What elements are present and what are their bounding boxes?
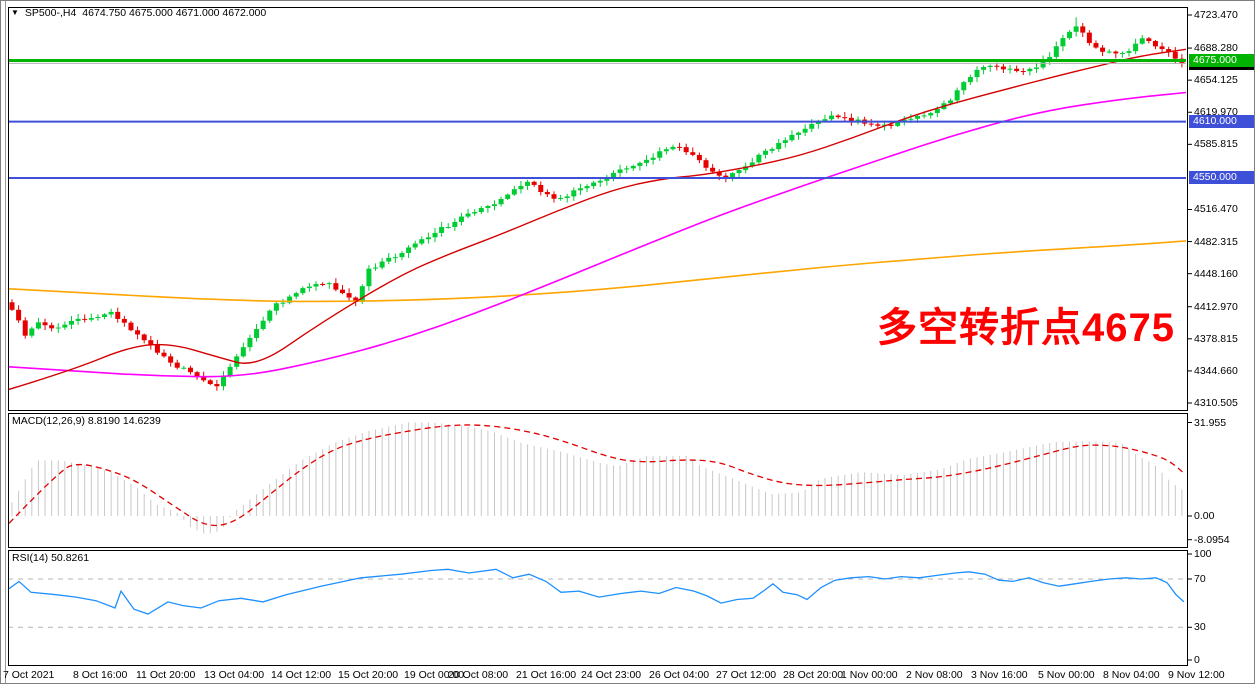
price-level-badge: 4675.000 [1189, 54, 1254, 68]
ohlc-values: 4674.750 4675.000 4671.000 4672.000 [82, 7, 267, 19]
time-axis-label: 14 Oct 12:00 [271, 669, 332, 681]
rsi-tick-label: 70 [1194, 573, 1206, 585]
price-tick-label: 4344.660 [1194, 364, 1238, 377]
time-axis-label: 3 Nov 16:00 [971, 669, 1028, 681]
annotation-text: 多空转折点4675 [877, 306, 1175, 350]
time-axis-label: 2 Nov 08:00 [906, 669, 963, 681]
rsi-tick-label: 0 [1194, 654, 1200, 666]
time-axis-label: 11 Oct 20:00 [136, 669, 196, 681]
time-axis-label: 28 Oct 20:00 [783, 669, 844, 681]
price-tick-label: 4654.125 [1194, 74, 1238, 87]
price-tick-label: 4723.470 [1194, 9, 1238, 21]
time-axis-label: 8 Nov 04:00 [1103, 669, 1160, 681]
macd-tick-label: 0.00 [1194, 510, 1215, 522]
price-tick-label: 4585.815 [1194, 138, 1238, 151]
price-tick-label: 4378.815 [1194, 332, 1238, 345]
time-axis-label: 21 Oct 16:00 [516, 669, 577, 681]
time-axis-label: 26 Oct 04:00 [649, 669, 710, 681]
time-axis-label: 13 Oct 04:00 [204, 669, 265, 681]
macd-tick-label: 31.955 [1194, 416, 1227, 429]
price-level-badge: 4610.000 [1189, 115, 1254, 129]
macd-indicator-label: MACD(12,26,9) 8.8190 14.6239 [12, 415, 161, 427]
price-tick-label: 4310.505 [1194, 397, 1238, 409]
rsi-tick-label: 100 [1194, 548, 1212, 560]
time-axis-label: 20 Oct 08:00 [448, 669, 509, 681]
time-axis-label: 19 Oct 00:00 [404, 669, 465, 681]
time-axis-label: 15 Oct 20:00 [338, 669, 399, 681]
rsi-indicator-label: RSI(14) 50.8261 [12, 552, 90, 564]
price-tick-label: 4482.315 [1194, 235, 1238, 248]
time-axis-label: 8 Oct 16:00 [73, 669, 128, 681]
price-tick-label: 4688.280 [1194, 42, 1238, 55]
time-axis-label: 1 Nov 00:00 [841, 669, 898, 681]
chart-header: ▼ SP500-,H4 4674.750 4675.000 4671.000 4… [11, 7, 266, 19]
price-tick-label: 4412.970 [1194, 300, 1238, 313]
time-axis-label: 5 Nov 00:00 [1038, 669, 1095, 681]
price-tick-label: 4516.470 [1194, 203, 1238, 216]
symbol-period-label: SP500-,H4 [24, 7, 77, 19]
rsi-tick-label: 30 [1194, 621, 1206, 634]
macd-tick-label: -8.0954 [1194, 533, 1230, 546]
price-level-badge: 4550.000 [1189, 171, 1254, 185]
time-axis-label: 24 Oct 23:00 [581, 669, 642, 681]
time-axis-label: 27 Oct 12:00 [716, 669, 777, 681]
price-tick-label: 4448.160 [1194, 267, 1238, 280]
chevron-down-icon[interactable]: ▼ [11, 8, 19, 17]
time-axis-label: 7 Oct 2021 [3, 669, 55, 681]
time-axis-label: 9 Nov 12:00 [1168, 669, 1225, 681]
